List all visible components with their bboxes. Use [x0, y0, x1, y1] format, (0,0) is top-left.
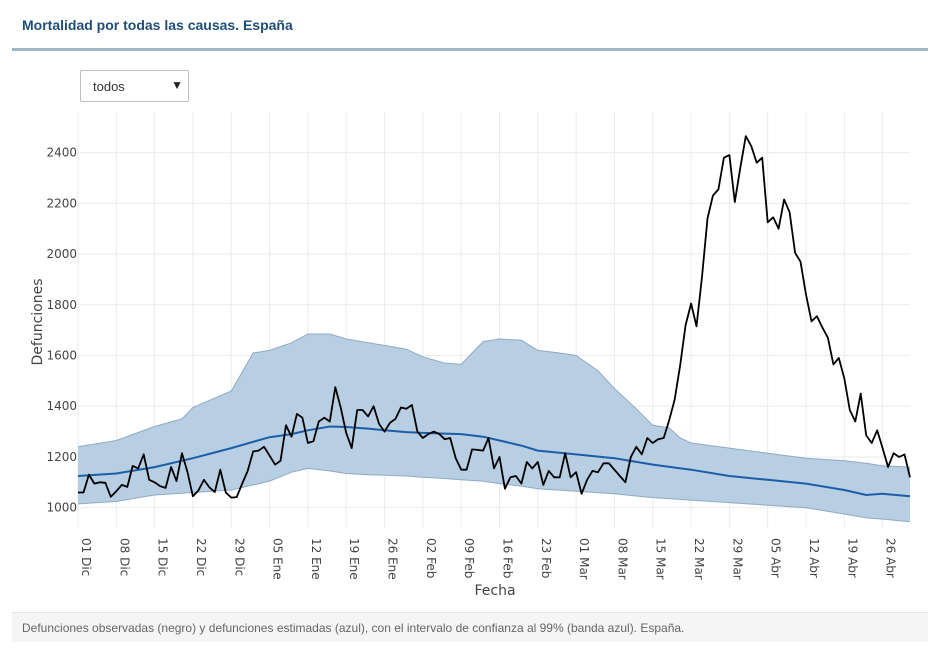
x-tick-label: 09 Feb: [462, 538, 476, 578]
x-tick-label: 15 Dic: [156, 538, 170, 576]
chart-caption-bar: Defunciones observadas (negro) y defunci…: [12, 612, 928, 642]
y-tick-label: 1000: [46, 501, 77, 515]
x-tick-label: 05 Ene: [271, 538, 285, 580]
title-divider: [12, 48, 928, 51]
y-tick-label: 2400: [46, 146, 77, 160]
x-axis: 01 Dic 08 Dic 15 Dic 22 Dic 29 Dic 05 Ene 12 E…: [79, 538, 898, 580]
y-tick-label: 2000: [46, 247, 77, 261]
x-axis-label: Fecha: [474, 583, 515, 599]
x-tick-label: 29 Dic: [232, 538, 246, 576]
x-tick-label: 26 Ene: [386, 538, 400, 580]
y-tick-label: 2200: [46, 196, 77, 210]
x-tick-label: 22 Mar: [692, 538, 706, 580]
y-tick-label: 1800: [46, 298, 77, 312]
y-axis-label: Defunciones: [30, 278, 46, 365]
x-tick-label: 22 Dic: [194, 538, 208, 576]
x-tick-label: 23 Feb: [539, 538, 553, 578]
confidence-band: [77, 333, 911, 523]
y-tick-label: 1600: [46, 349, 77, 363]
x-tick-label: 08 Mar: [615, 538, 629, 580]
x-tick-label: 08 Dic: [117, 538, 131, 576]
x-tick-label: 26 Abr: [884, 538, 898, 578]
x-tick-label: 15 Mar: [654, 538, 668, 580]
confidence-band-area: [78, 334, 910, 522]
y-tick-label: 1400: [46, 399, 77, 413]
region-select-value: todos: [93, 79, 125, 94]
x-tick-label: 16 Feb: [500, 538, 514, 578]
x-tick-label: 01 Dic: [79, 538, 93, 576]
page-title: Mortalidad por todas las causas. España: [22, 17, 293, 33]
x-tick-label: 05 Abr: [769, 538, 783, 578]
x-tick-label: 29 Mar: [730, 538, 744, 580]
x-tick-label: 12 Ene: [309, 538, 323, 580]
estimated-deaths-line: [77, 425, 911, 498]
x-tick-label: 19 Abr: [845, 538, 859, 578]
y-tick-label: 1200: [46, 450, 77, 464]
band-lower-edge: [77, 467, 911, 523]
chart-lines: [77, 135, 911, 499]
y-axis: 1000 1200 1400 1600 1800 2000 2200 2400: [46, 146, 77, 515]
x-tick-label: 01 Mar: [577, 538, 591, 580]
chart-caption: Defunciones observadas (negro) y defunci…: [22, 621, 685, 635]
x-tick-label: 02 Feb: [424, 538, 438, 578]
band-upper-edge: [77, 333, 911, 468]
x-tick-label: 19 Ene: [347, 538, 361, 580]
x-tick-label: 12 Abr: [807, 538, 821, 578]
region-select[interactable]: todos ▼: [80, 70, 189, 102]
observed-deaths-line: [78, 135, 911, 499]
triangle-down-icon: ▼: [171, 78, 183, 92]
